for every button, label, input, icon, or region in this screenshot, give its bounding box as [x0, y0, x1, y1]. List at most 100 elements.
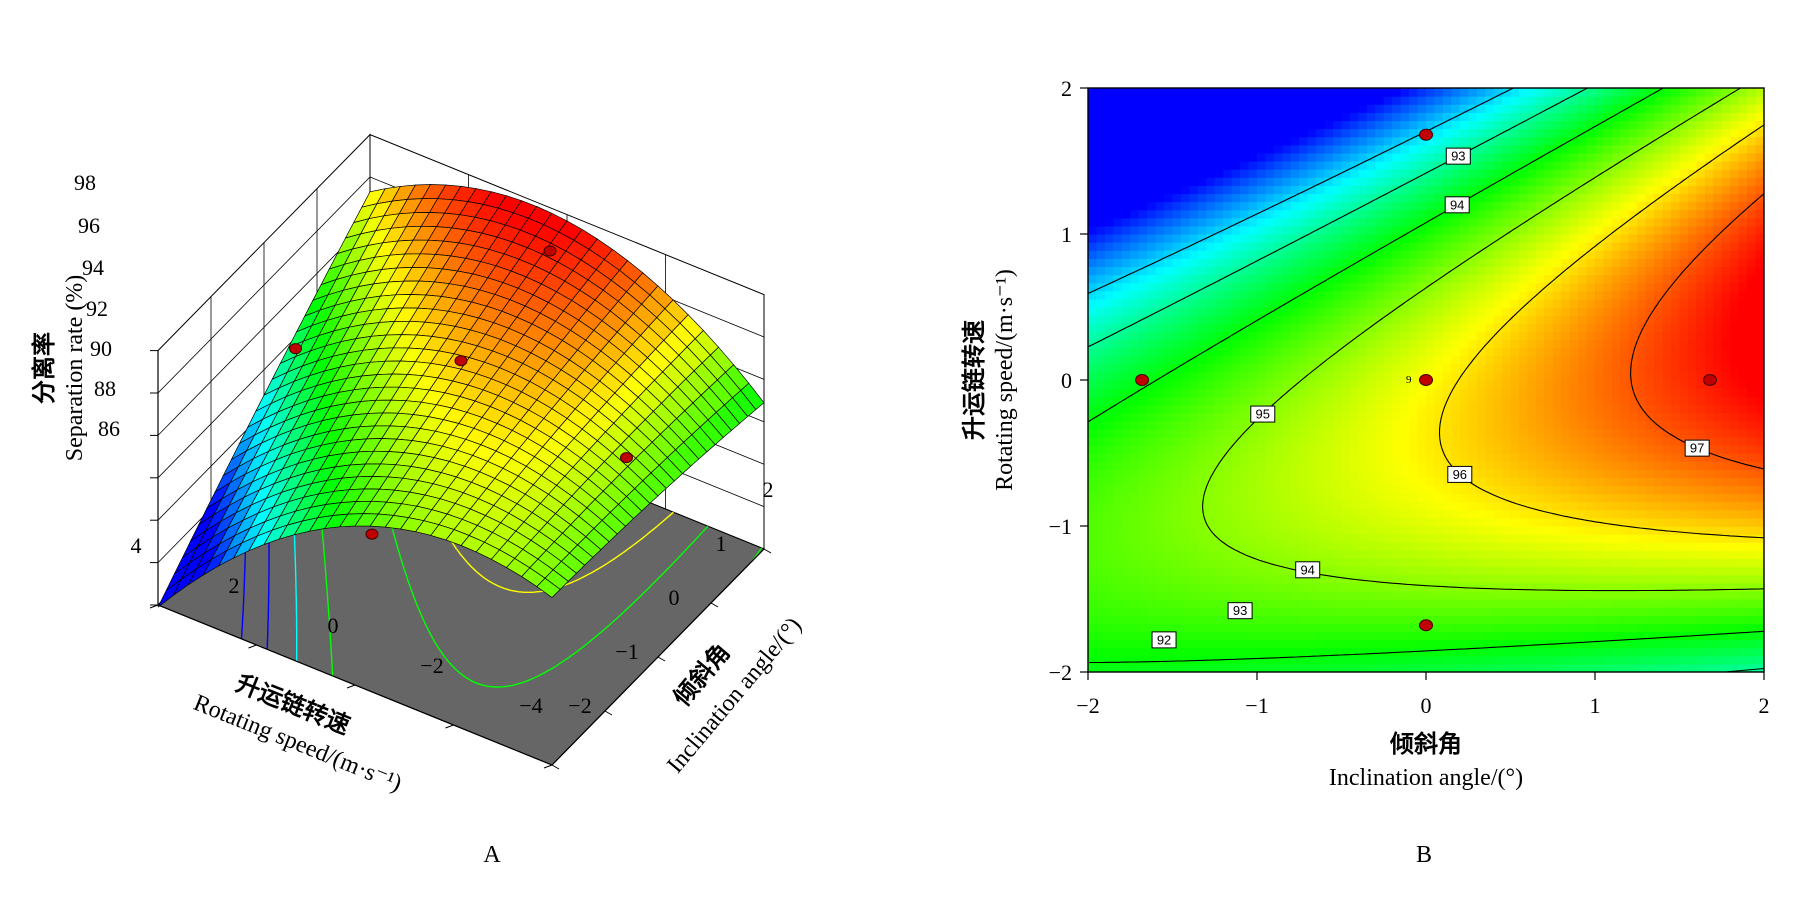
- heat-cell: [1198, 364, 1207, 373]
- heat-cell: [1570, 226, 1579, 235]
- heat-cell: [1511, 96, 1520, 105]
- heat-cell: [1215, 323, 1224, 332]
- heat-cell: [1426, 599, 1435, 608]
- heat-cell: [1156, 437, 1165, 446]
- heat-cell: [1088, 461, 1097, 470]
- heat-cell: [1257, 550, 1266, 559]
- heat-cell: [1434, 250, 1443, 259]
- heat-cell: [1367, 664, 1376, 673]
- heat-cell: [1468, 542, 1477, 551]
- heat-cell: [1358, 591, 1367, 600]
- heat-cell: [1358, 129, 1367, 138]
- heat-cell: [1460, 266, 1469, 275]
- heat-cell: [1257, 656, 1266, 665]
- heat-cell: [1164, 380, 1173, 389]
- heat-cell: [1434, 404, 1443, 413]
- heat-cell: [1122, 510, 1131, 519]
- heat-cell: [1536, 631, 1545, 640]
- heat-cell: [1274, 193, 1283, 202]
- heat-cell: [1122, 485, 1131, 494]
- heat-cell: [1249, 388, 1258, 397]
- heat-cell: [1460, 234, 1469, 243]
- heat-cell: [1147, 583, 1156, 592]
- heat-cell: [1274, 275, 1283, 284]
- heat-cell: [1392, 323, 1401, 332]
- heat-cell: [1299, 307, 1308, 316]
- heat-cell: [1418, 250, 1427, 259]
- heat-cell: [1282, 315, 1291, 324]
- heat-cell: [1122, 185, 1131, 194]
- heat-cell: [1358, 518, 1367, 527]
- heat-cell: [1358, 88, 1367, 97]
- heat-cell: [1291, 356, 1300, 365]
- heat-cell: [1173, 412, 1182, 421]
- heat-cell: [1409, 275, 1418, 284]
- heat-cell: [1122, 307, 1131, 316]
- heat-cell: [1316, 339, 1325, 348]
- heat-cell: [1173, 202, 1182, 211]
- heat-cell: [1282, 339, 1291, 348]
- heat-cell: [1358, 96, 1367, 105]
- heat-cell: [1181, 266, 1190, 275]
- heat-cell: [1536, 567, 1545, 576]
- heat-cell: [1468, 307, 1477, 316]
- heat-cell: [1384, 461, 1393, 470]
- heat-cell: [1223, 161, 1232, 170]
- heat-cell: [1502, 153, 1511, 162]
- heat-cell: [1088, 502, 1097, 511]
- heat-cell: [1299, 599, 1308, 608]
- heat-cell: [1113, 275, 1122, 284]
- heat-cell: [1494, 364, 1503, 373]
- heat-cell: [1164, 494, 1173, 503]
- heat-cell: [1384, 631, 1393, 640]
- heat-cell: [1130, 185, 1139, 194]
- heat-cell: [1544, 210, 1553, 219]
- heat-cell: [1392, 664, 1401, 673]
- heat-cell: [1570, 615, 1579, 624]
- heat-cell: [1282, 558, 1291, 567]
- heat-cell: [1460, 567, 1469, 576]
- heat-cell: [1130, 364, 1139, 373]
- heat-cell: [1342, 88, 1351, 97]
- heat-cell: [1105, 558, 1114, 567]
- heat-cell: [1536, 404, 1545, 413]
- heat-cell: [1249, 145, 1258, 154]
- heat-cell: [1249, 169, 1258, 178]
- heat-cell: [1223, 469, 1232, 478]
- heat-cell: [1409, 510, 1418, 519]
- heat-cell: [1426, 534, 1435, 543]
- heat-cell: [1105, 242, 1114, 251]
- heat-cell: [1130, 518, 1139, 527]
- heat-cell: [1401, 558, 1410, 567]
- heat-cell: [1223, 112, 1232, 121]
- heat-cell: [1096, 591, 1105, 600]
- heat-cell: [1291, 145, 1300, 154]
- heat-cell: [1147, 429, 1156, 438]
- heat-cell: [1358, 485, 1367, 494]
- heat-cell: [1409, 169, 1418, 178]
- heat-cell: [1274, 461, 1283, 470]
- heat-cell: [1139, 477, 1148, 486]
- heat-cell: [1156, 250, 1165, 259]
- heat-cell: [1274, 258, 1283, 267]
- heat-cell: [1249, 567, 1258, 576]
- heat-cell: [1282, 631, 1291, 640]
- heat-cell: [1181, 218, 1190, 227]
- heat-cell: [1164, 445, 1173, 454]
- heat-cell: [1105, 583, 1114, 592]
- heat-cell: [1561, 283, 1570, 292]
- heat-cell: [1384, 364, 1393, 373]
- heat-cell: [1181, 331, 1190, 340]
- heat-cell: [1198, 421, 1207, 430]
- heat-cell: [1561, 177, 1570, 186]
- heat-cell: [1291, 315, 1300, 324]
- heat-cell: [1460, 453, 1469, 462]
- heat-cell: [1570, 648, 1579, 657]
- heat-cell: [1392, 331, 1401, 340]
- heat-cell: [1342, 234, 1351, 243]
- heat-cell: [1206, 275, 1215, 284]
- heat-cell: [1578, 477, 1587, 486]
- heat-cell: [1527, 542, 1536, 551]
- heat-cell: [1215, 307, 1224, 316]
- heat-cell: [1544, 299, 1553, 308]
